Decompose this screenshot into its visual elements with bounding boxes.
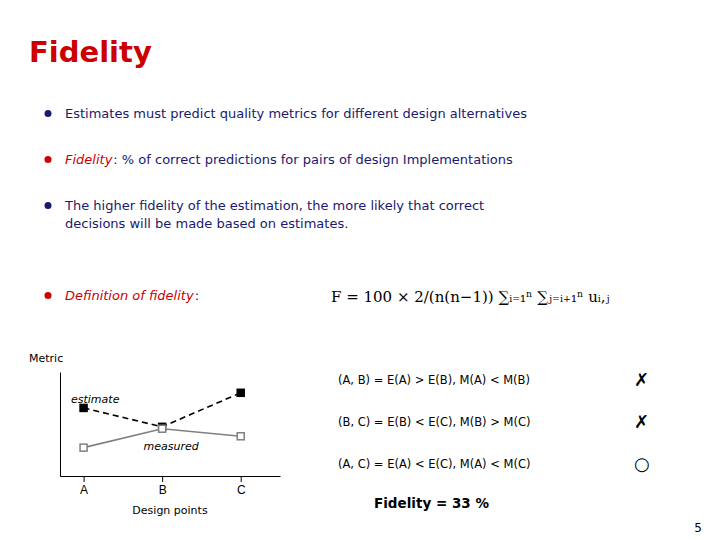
bullet (45, 110, 52, 117)
annotation: (B, C) = E(B) < E(C), M(B) > M(C) (338, 415, 530, 429)
annotation: (A, B) = E(A) > E(B), M(A) < M(B) (338, 373, 530, 387)
x-tick-label: C (237, 483, 246, 497)
annotation-line: The higher fidelity of the estimation, t… (64, 198, 484, 213)
annotation: Definition of fidelity (65, 288, 194, 303)
series-label: estimate (71, 393, 120, 406)
annotation: ○ (634, 453, 650, 474)
annotation: : (195, 288, 199, 303)
background (0, 0, 720, 540)
x-axis-title: Design points (132, 504, 208, 517)
x-tick-mark (162, 476, 163, 482)
bullet (45, 156, 52, 163)
y-axis (60, 373, 61, 477)
point-marker (159, 425, 166, 432)
x-tick: C (237, 476, 246, 497)
annotation: Fidelity (65, 152, 113, 167)
x-tick-label: A (80, 483, 88, 497)
point-marker (237, 433, 244, 440)
x-tick: A (80, 476, 88, 497)
x-tick-mark (84, 476, 85, 482)
point-marker (237, 389, 244, 396)
title: Fidelity (29, 35, 152, 69)
y-axis-line (60, 373, 61, 477)
annotation: Estimates must predict quality metrics f… (65, 106, 527, 121)
annotation: ✗ (634, 369, 649, 390)
annotation: ✗ (634, 411, 649, 432)
x-tick: B (159, 476, 167, 497)
annotation: The higher fidelity of the estimation, t… (64, 198, 484, 231)
bullet (45, 202, 52, 209)
annotation-line: decisions will be made based on estimate… (65, 216, 348, 231)
point-marker (80, 444, 87, 451)
x-tick-label: B (159, 483, 167, 497)
bullet (45, 292, 52, 299)
annotation: Fidelity = 33 % (374, 495, 489, 511)
x-axis: A B C (61, 476, 281, 497)
y-axis-title: Metric (29, 352, 63, 365)
annotation: 5 (694, 521, 702, 535)
x-axis-line (61, 476, 281, 477)
series-label: measured (144, 440, 200, 453)
slide: Fidelity Estimates must predict quality m… (0, 0, 720, 540)
x-tick-mark (241, 476, 242, 482)
annotation: F = 100 × 2/(n(n−1)) ∑ᵢ₌₁ⁿ ∑ⱼ₌ᵢ₊₁ⁿ uᵢ,ⱼ (331, 288, 610, 306)
annotation: (A, C) = E(A) < E(C), M(A) < M(C) (338, 457, 530, 471)
annotation: : % of correct predictions for pairs of … (113, 152, 513, 167)
